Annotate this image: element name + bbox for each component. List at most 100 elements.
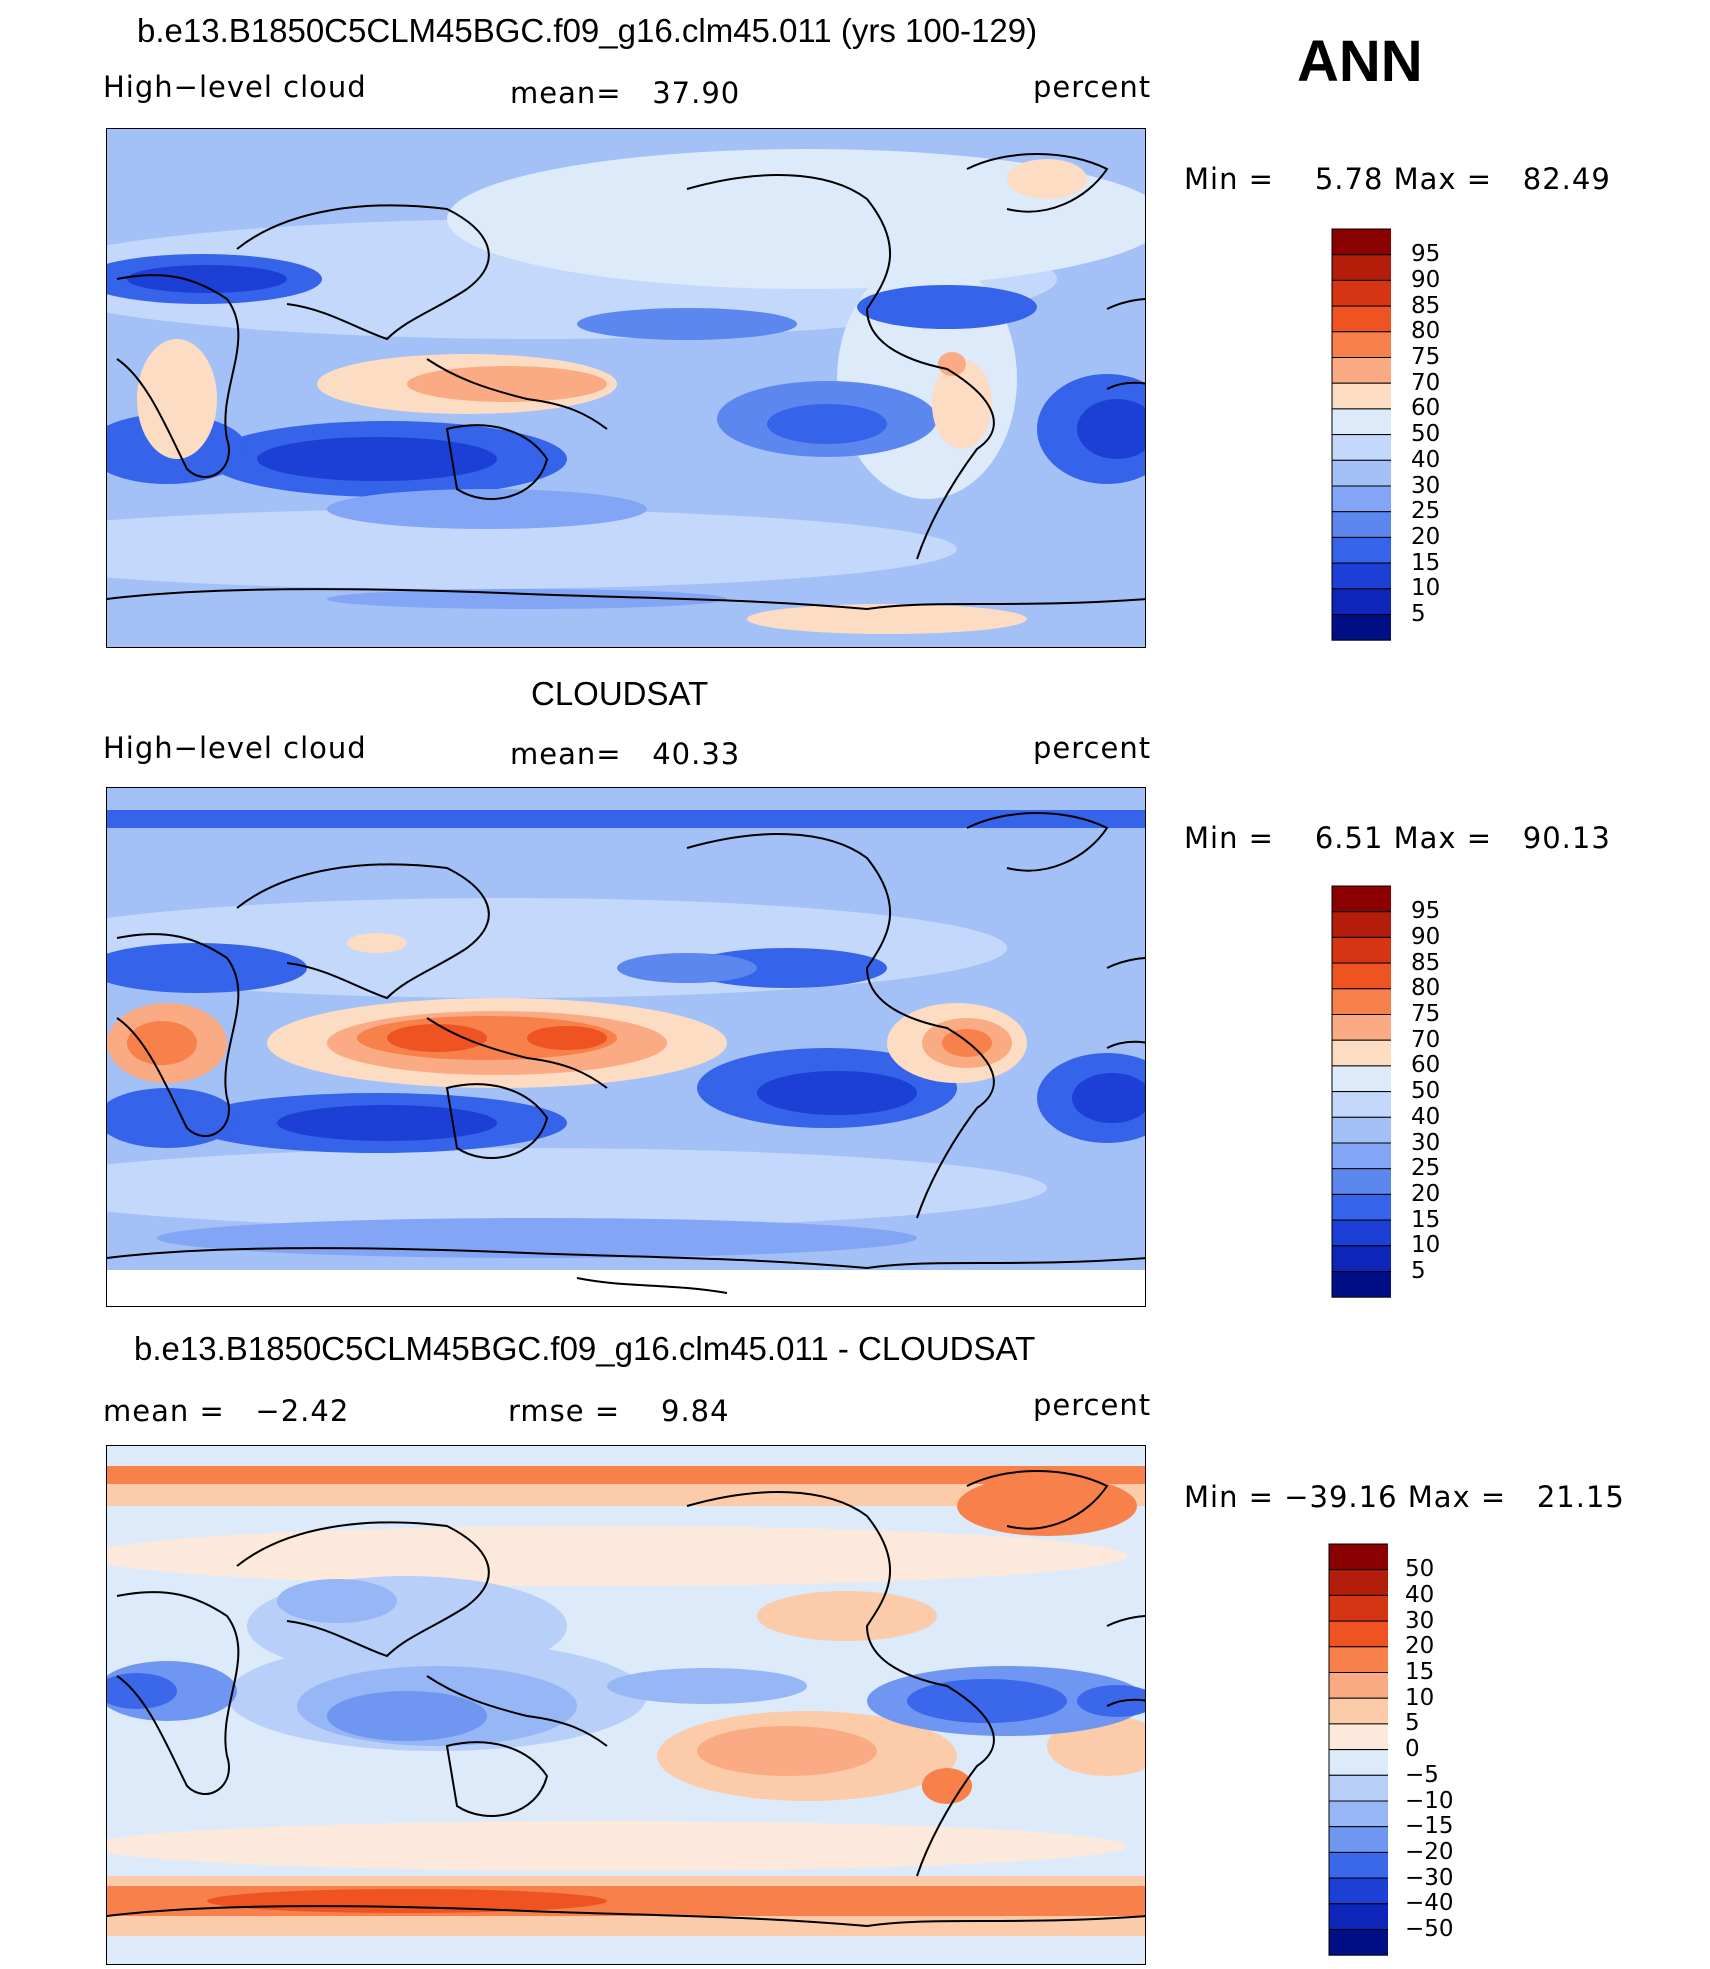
panel3-rmse: rmse = 9.84 [508,1394,730,1428]
colorbar-box [1331,1193,1391,1221]
colorbar-box [1331,357,1391,384]
colorbar-tick-label: 5 [1411,601,1426,627]
colorbar-box [1331,254,1391,281]
colorbar-box [1328,1800,1388,1828]
colorbar-tick-label: 75 [1411,344,1441,370]
colorbar-box [1331,1271,1391,1298]
colorbar-box [1328,1672,1388,1699]
colorbar-box [1328,1929,1388,1956]
panel1-variable-label: High−level cloud [103,70,367,104]
colorbar-tick-label: 40 [1405,1581,1435,1608]
colorbar-box [1328,1877,1388,1905]
colorbar-tick-label: −30 [1405,1864,1454,1891]
colorbar-box [1331,485,1391,513]
colorbar-tick-label: 70 [1411,369,1441,396]
colorbar-tick-label: 30 [1405,1607,1435,1634]
colorbar-tick-label: −15 [1405,1813,1454,1840]
panel3-minmax: Min = −39.16 Max = 21.15 [1184,1480,1625,1514]
colorbar-tick-label: 20 [1411,1180,1441,1207]
colorbar-tick-label: 80 [1411,318,1441,345]
colorbar-tick-label: 40 [1411,446,1441,473]
colorbar-box [1331,1219,1391,1247]
colorbar-tick-label: 40 [1411,1103,1441,1130]
colorbar-box [1328,1569,1388,1596]
panel2-units: percent [1033,731,1152,765]
colorbar-tick-label: 80 [1411,975,1441,1002]
colorbar-tick-label: 20 [1411,523,1441,550]
colorbar-tick-label: −5 [1405,1761,1439,1788]
colorbar-tick-label: 5 [1411,1258,1426,1284]
colorbar-tick-label: 0 [1405,1736,1420,1763]
panel1-colorbar-boxes [1331,228,1391,641]
colorbar-tick-label: 15 [1411,549,1441,576]
colorbar-box [1331,331,1391,359]
panel1-title: b.e13.B1850C5CLM45BGC.f09_g16.clm45.011 … [137,12,1038,49]
colorbar-box [1331,614,1391,641]
panel2-variable-label: High−level cloud [103,731,367,765]
colorbar-box [1331,936,1391,964]
colorbar-box [1328,1723,1388,1751]
colorbar-box [1331,988,1391,1016]
panel3-mean: mean = −2.42 [103,1394,350,1428]
panel1-units: percent [1033,70,1152,104]
panel2-contour-field [107,788,1145,1306]
panel3-title: b.e13.B1850C5CLM45BGC.f09_g16.clm45.011 … [134,1330,1036,1367]
panel1-mean: mean= 37.90 [510,76,741,110]
colorbar-tick-label: 50 [1405,1556,1435,1583]
colorbar-box [1331,1039,1391,1067]
panel3-colorbar-boxes [1328,1543,1388,1956]
colorbar-box [1331,536,1391,564]
panel2-map [106,787,1146,1307]
colorbar-box [1331,459,1391,487]
panel2-title: CLOUDSAT [531,675,709,712]
colorbar-box [1331,511,1391,538]
colorbar-tick-label: 50 [1411,421,1441,448]
colorbar-tick-label: −10 [1405,1787,1454,1814]
colorbar-tick-label: 85 [1411,949,1441,976]
colorbar-tick-label: 60 [1411,1052,1441,1079]
panel1-map [106,128,1146,648]
colorbar-tick-label: 60 [1411,395,1441,422]
colorbar-tick-label: 90 [1411,923,1441,950]
colorbar-box [1331,1245,1391,1272]
colorbar-box [1331,305,1391,333]
colorbar-tick-label: 75 [1411,1001,1441,1027]
colorbar-box [1328,1646,1388,1674]
colorbar-tick-label: 95 [1411,241,1441,268]
colorbar-tick-label: 20 [1405,1633,1435,1660]
panel1-contour-field [107,129,1145,647]
colorbar-box [1331,408,1391,436]
colorbar-box [1331,1065,1391,1093]
colorbar-box [1328,1697,1388,1725]
colorbar-box [1328,1620,1388,1648]
colorbar-tick-label: 30 [1411,1129,1441,1156]
colorbar-box [1331,588,1391,615]
colorbar-box [1328,1774,1388,1802]
colorbar-box [1331,911,1391,938]
colorbar-tick-label: 85 [1411,292,1441,319]
colorbar-box [1331,1014,1391,1041]
colorbar-box [1331,962,1391,990]
colorbar-box [1331,434,1391,461]
panel2-mean: mean= 40.33 [510,737,741,771]
colorbar-tick-label: 70 [1411,1026,1441,1053]
colorbar-tick-label: −20 [1405,1838,1454,1865]
colorbar-box [1331,382,1391,410]
colorbar-box [1331,1168,1391,1195]
colorbar-box [1328,1594,1388,1622]
colorbar-box [1328,1749,1388,1776]
colorbar-tick-label: −50 [1405,1916,1454,1942]
colorbar-tick-label: 30 [1411,472,1441,499]
colorbar-box [1331,1091,1391,1118]
panel2-minmax: Min = 6.51 Max = 90.13 [1184,821,1611,855]
colorbar-box [1331,562,1391,590]
colorbar-box [1331,885,1391,913]
colorbar-tick-label: 10 [1411,575,1441,602]
panel3-contour-field [107,1446,1145,1964]
colorbar-box [1331,1142,1391,1170]
colorbar-tick-label: −40 [1405,1890,1454,1917]
colorbar-tick-label: 90 [1411,266,1441,293]
colorbar-tick-label: 10 [1411,1232,1441,1259]
colorbar-box [1328,1903,1388,1930]
colorbar-tick-label: 95 [1411,898,1441,925]
